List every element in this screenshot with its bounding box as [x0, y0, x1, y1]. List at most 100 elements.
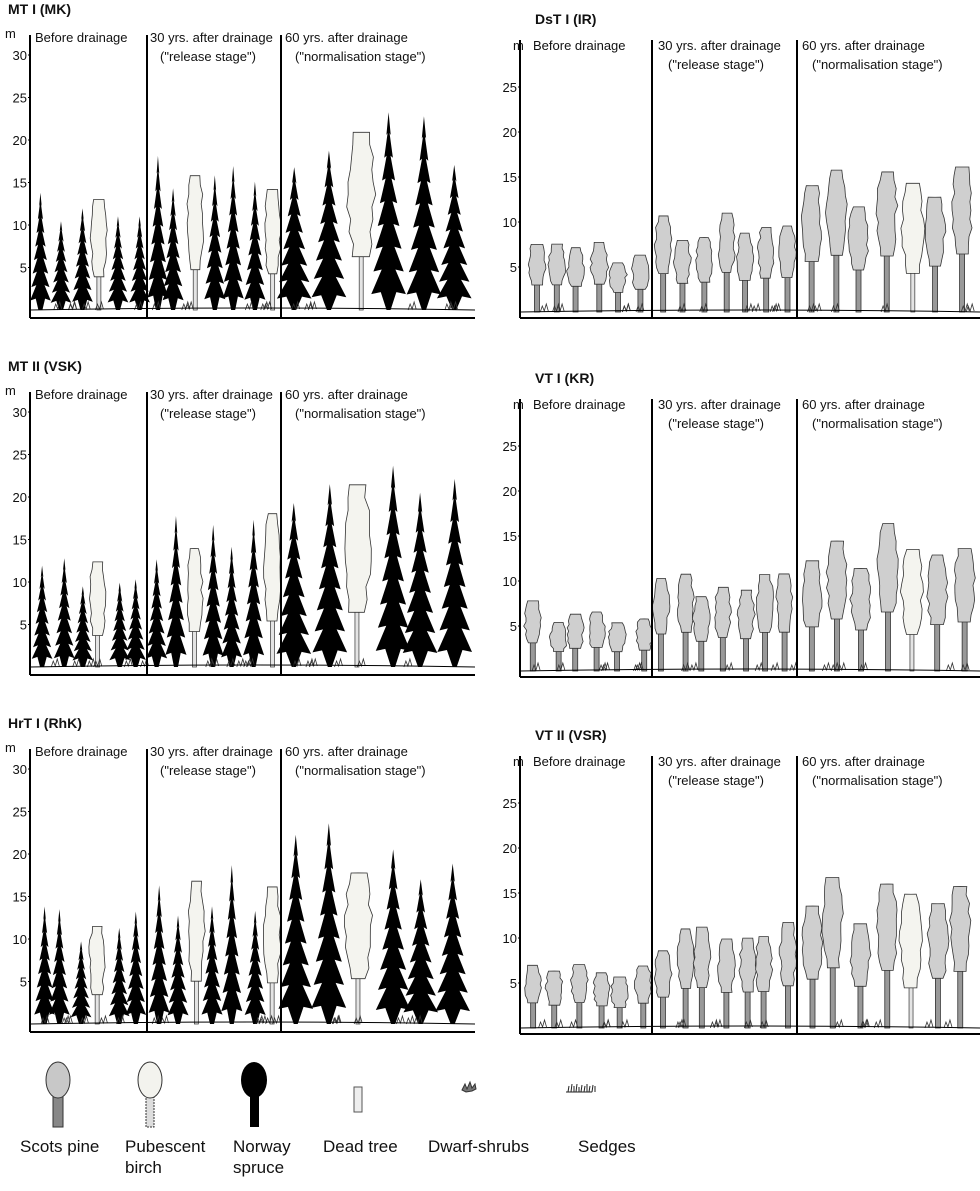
spruce [437, 165, 472, 310]
legend-label: spruce [233, 1158, 284, 1177]
pine-crown [593, 973, 610, 1006]
pine-trunk-icon [53, 1095, 63, 1127]
spruce [312, 151, 347, 310]
ground-vegetation [690, 663, 698, 671]
ground-vegetation [182, 302, 190, 310]
y-tick-label: 20 [503, 841, 517, 856]
pine-crown [677, 929, 694, 989]
panel: MT I (MK)m51015202530Before drainage30 y… [5, 1, 475, 318]
pine-crown [567, 614, 584, 648]
spruce [403, 493, 438, 667]
stage-label: 60 yrs. after drainage [802, 754, 925, 769]
pine-crown [590, 612, 606, 647]
y-tick-label: 15 [13, 533, 27, 548]
legend-label: Norway [233, 1137, 291, 1156]
y-tick-label: 5 [510, 619, 517, 634]
birch-crown [263, 887, 280, 983]
pine-crown [757, 227, 773, 278]
spruce [223, 166, 244, 310]
pine-crown [950, 886, 971, 971]
ground-vegetation [752, 304, 760, 312]
pine-crown [779, 226, 797, 278]
y-tick-label: 25 [503, 439, 517, 454]
dead-tree-icon [354, 1087, 362, 1112]
panel: HrT I (RhK)m51015202530Before drainage30… [5, 715, 475, 1032]
pine-crown [779, 922, 796, 985]
pine-crown [877, 884, 897, 970]
stage-label: Before drainage [35, 30, 128, 45]
spruce [243, 520, 264, 667]
pine-crown [877, 523, 898, 612]
pine-crown [545, 971, 563, 1005]
pine-crown [652, 578, 670, 634]
pine-crown [678, 574, 695, 632]
y-tick-label: 10 [503, 215, 517, 230]
pine-crown [848, 207, 868, 270]
spruce [437, 479, 472, 667]
pine-crown [822, 877, 843, 967]
pine-crown [632, 255, 649, 289]
birch-crown [901, 183, 925, 273]
y-tick-label: 30 [13, 405, 27, 420]
spruce [146, 559, 167, 667]
unit-label: m [513, 38, 524, 53]
pine-crown [609, 263, 627, 293]
legend-label: Sedges [578, 1137, 636, 1156]
spruce [125, 579, 146, 667]
spruce [376, 849, 411, 1024]
y-tick-label: 5 [20, 261, 27, 276]
y-tick-label: 5 [20, 618, 27, 633]
figure: MT I (MK)m51015202530Before drainage30 y… [0, 0, 980, 1191]
pine-crown [654, 951, 672, 997]
panel: MT II (VSK)m51015202530Before drainage30… [5, 358, 475, 675]
spruce [108, 216, 129, 310]
stage-label: Before drainage [533, 38, 626, 53]
y-tick-label: 25 [13, 448, 27, 463]
ground-vegetation [540, 304, 548, 312]
spruce [165, 516, 186, 667]
stage-label: ("normalisation stage") [812, 57, 943, 72]
pine-crown [776, 574, 793, 632]
birch-crown [187, 549, 203, 632]
pine-crown-icon [46, 1062, 70, 1098]
pine-crown [528, 244, 546, 285]
stage-label: ("release stage") [160, 763, 256, 778]
legend-label: Scots pine [20, 1137, 99, 1156]
pine-crown [608, 623, 626, 652]
y-tick-label: 15 [13, 176, 27, 191]
stage-label: 60 yrs. after drainage [285, 30, 408, 45]
stage-label: ("release stage") [668, 416, 764, 431]
pine-crown [826, 541, 847, 619]
pine-crown [718, 213, 735, 272]
unit-label: m [513, 397, 524, 412]
unit-label: m [513, 754, 524, 769]
pine-crown [756, 575, 773, 633]
spruce [403, 879, 438, 1024]
pine-crown [696, 238, 713, 283]
ground-vegetation [237, 659, 245, 667]
pine-crown [673, 240, 691, 283]
stage-label: ("release stage") [160, 406, 256, 421]
spruce [54, 558, 75, 667]
legend-icons [46, 1062, 595, 1127]
legend-label: birch [125, 1158, 162, 1177]
stage-label: 60 yrs. after drainage [802, 38, 925, 53]
spruce [30, 193, 51, 310]
pine-crown [927, 555, 948, 625]
birch-crown [90, 562, 106, 636]
spruce-crown-icon [241, 1062, 267, 1098]
y-tick-label: 10 [13, 575, 27, 590]
panel-title: MT II (VSK) [8, 358, 82, 374]
ground-vegetation [539, 1020, 547, 1028]
birch-crown [265, 189, 282, 273]
stage-label: 30 yrs. after drainage [658, 397, 781, 412]
spruce [277, 167, 312, 310]
pine-crown [548, 244, 565, 285]
panel-title: VT I (KR) [535, 370, 594, 386]
y-tick-label: 30 [13, 762, 27, 777]
birch-crown-icon [138, 1062, 162, 1098]
y-tick-label: 15 [503, 170, 517, 185]
pine-crown [876, 172, 898, 256]
y-tick-label: 5 [510, 260, 517, 275]
spruce [109, 928, 130, 1024]
